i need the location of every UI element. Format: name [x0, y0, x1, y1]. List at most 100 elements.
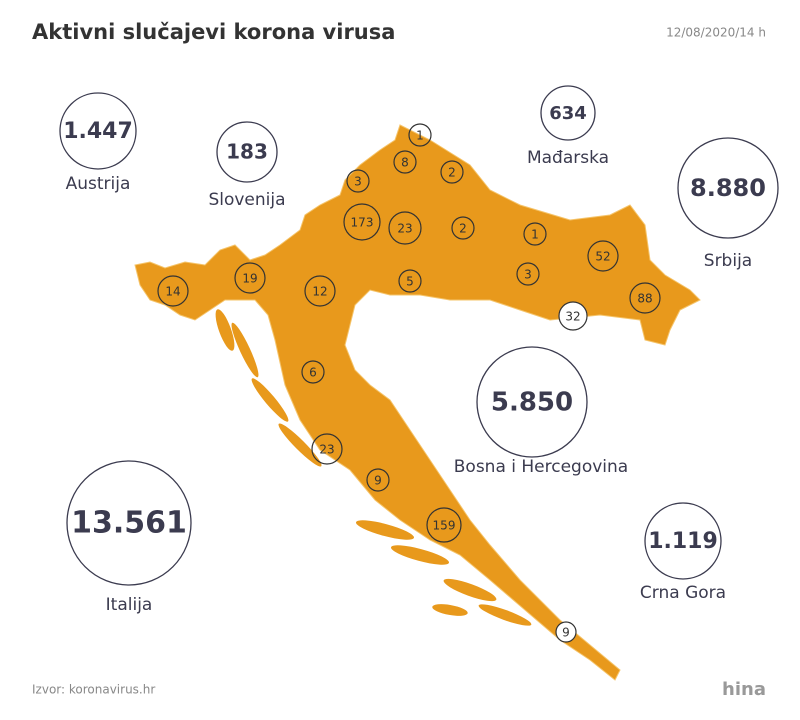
neighbor-circle	[216, 121, 278, 183]
neighbor-circle	[540, 85, 596, 141]
county-value: 32	[565, 310, 580, 324]
neighbor-name: Bosna i Hercegovina	[454, 457, 628, 477]
county-value: 23	[397, 222, 412, 236]
county-value: 14	[165, 285, 180, 299]
county-circle	[398, 269, 422, 293]
county-value: 5	[406, 275, 414, 289]
neighbor-marker: 634 Mađarska	[527, 85, 609, 168]
county-value: 3	[524, 268, 532, 282]
neighbor-markers: 1.447Austrija183Slovenija634Mađarska8.88…	[59, 85, 779, 615]
county-circle	[451, 216, 475, 240]
county-marker: 2	[440, 160, 464, 184]
county-value: 8	[401, 156, 409, 170]
county-circle	[426, 507, 462, 543]
county-marker: 173	[343, 203, 381, 241]
croatia-shape	[134, 124, 701, 681]
county-value: 19	[242, 272, 257, 286]
county-marker: 3	[516, 262, 540, 286]
county-circle	[393, 150, 417, 174]
county-marker: 9	[555, 621, 577, 643]
neighbor-name: Austrija	[66, 174, 131, 194]
neighbor-marker: 5.850 Bosna i Hercegovina	[454, 346, 628, 477]
neighbor-value: 183	[226, 140, 268, 164]
neighbor-circle	[59, 92, 137, 170]
county-marker: 1	[408, 123, 432, 147]
neighbor-name: Mađarska	[527, 148, 609, 168]
county-value: 9	[374, 474, 382, 488]
county-circle	[516, 262, 540, 286]
neighbor-marker: 8.880 Srbija	[677, 137, 779, 271]
title: Aktivni slučajevi korona virusa	[32, 20, 395, 44]
county-marker: 1	[523, 222, 547, 246]
county-circle	[234, 262, 266, 294]
neighbor-name: Slovenija	[208, 190, 285, 210]
county-value: 6	[309, 366, 317, 380]
county-circle	[157, 275, 189, 307]
county-value: 2	[448, 166, 456, 180]
county-marker: 23	[311, 433, 343, 465]
county-marker: 8	[393, 150, 417, 174]
county-value: 1	[531, 228, 539, 242]
county-marker: 52	[587, 240, 619, 272]
neighbor-circle	[66, 460, 192, 586]
neighbor-value: 1.447	[63, 119, 133, 144]
county-circle	[346, 169, 370, 193]
croatia-map	[134, 124, 701, 681]
county-value: 159	[433, 519, 456, 533]
county-circle	[301, 360, 325, 384]
county-marker: 23	[388, 211, 422, 245]
county-value: 9	[562, 626, 570, 640]
county-value: 88	[637, 292, 652, 306]
neighbor-name: Crna Gora	[640, 583, 726, 603]
county-circle	[343, 203, 381, 241]
county-circle	[388, 211, 422, 245]
county-marker: 88	[629, 282, 661, 314]
county-circle	[629, 282, 661, 314]
neighbor-marker: 183 Slovenija	[208, 121, 286, 210]
county-value: 12	[312, 285, 327, 299]
neighbor-value: 5.850	[491, 388, 573, 418]
county-circle	[558, 301, 588, 331]
county-value: 1	[416, 129, 424, 143]
neighbor-marker: 13.561 Italija	[66, 460, 192, 615]
county-marker: 5	[398, 269, 422, 293]
county-circle	[523, 222, 547, 246]
county-value: 173	[351, 216, 374, 230]
neighbor-marker: 1.447 Austrija	[59, 92, 137, 194]
county-circle	[555, 621, 577, 643]
county-marker: 2	[451, 216, 475, 240]
source: Izvor: koronavirus.hr	[32, 683, 155, 697]
county-marker: 6	[301, 360, 325, 384]
county-marker: 12	[304, 275, 336, 307]
county-circle	[587, 240, 619, 272]
neighbor-marker: 1.119 Crna Gora	[640, 502, 726, 603]
county-marker: 9	[366, 468, 390, 492]
neighbor-circle	[644, 502, 722, 580]
county-value: 2	[459, 222, 467, 236]
neighbor-circle	[677, 137, 779, 239]
county-circle	[311, 433, 343, 465]
neighbor-value: 1.119	[648, 529, 718, 554]
neighbor-value: 8.880	[690, 174, 766, 202]
county-value: 3	[354, 175, 362, 189]
islands	[215, 309, 532, 626]
county-circle	[408, 123, 432, 147]
county-value: 52	[595, 250, 610, 264]
neighbor-name: Srbija	[704, 251, 752, 271]
neighbor-name: Italija	[106, 595, 153, 615]
logo: hina	[722, 679, 766, 700]
county-marker: 159	[426, 507, 462, 543]
county-marker: 3	[346, 169, 370, 193]
county-circle	[304, 275, 336, 307]
neighbor-value: 13.561	[71, 506, 187, 541]
neighbor-value: 634	[549, 103, 587, 124]
date: 12/08/2020/14 h	[666, 26, 766, 40]
county-value: 23	[319, 443, 334, 457]
county-marker: 14	[157, 275, 189, 307]
county-circle	[440, 160, 464, 184]
county-marker: 32	[558, 301, 588, 331]
county-marker: 19	[234, 262, 266, 294]
county-circle	[366, 468, 390, 492]
